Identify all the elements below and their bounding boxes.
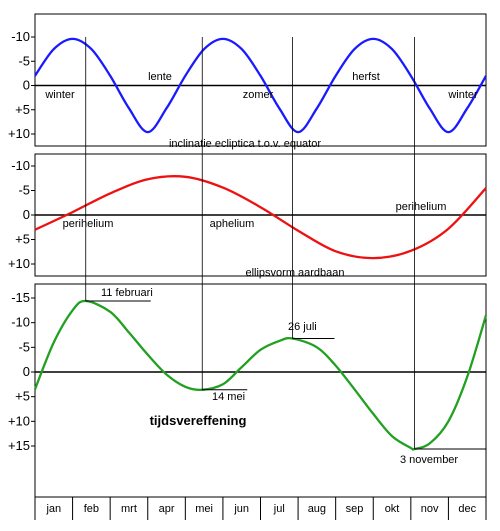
y-tick-label: +5 [15,232,30,247]
month-label: apr [159,503,175,515]
month-label: aug [308,503,326,515]
extreme-label: 3 november [400,454,458,466]
y-tick-label: -5 [18,339,30,354]
panel-title: inclinatie ecliptica t.o.v. equator [169,138,321,150]
season-label: winter [447,89,478,101]
month-label: mei [195,503,213,515]
extreme-label: 14 mei [212,391,245,403]
month-label: jul [273,503,285,515]
y-tick-label: -5 [18,183,30,198]
y-tick-label: 0 [23,364,30,379]
series-line [34,37,487,134]
season-label: herfst [352,71,380,83]
extreme-label: 26 juli [288,321,317,333]
y-tick-label: -10 [11,158,30,173]
panel-title: tijdsvereffening [150,413,247,428]
y-tick-label: +15 [8,438,30,453]
month-label: dec [458,503,476,515]
month-label: feb [84,503,99,515]
y-tick-label: +5 [15,389,30,404]
extreme-label: 11 februari [101,287,153,299]
y-tick-label: -10 [11,315,30,330]
panel-tijdsvereffening: -15 -10 -5 0 +5 +10 +15 tijdsvereffening 11 febr… [8,283,488,498]
month-label: sep [346,503,364,515]
panel-inclinatie: -10 -5 0 +5 +10 inclinatie ecliptica t.o.v. e… [8,13,487,150]
month-axis: jan feb mrt apr mei jun jul aug sep okt nov dec [34,496,487,520]
orbit-point-label: aphelium [210,218,255,230]
y-tick-label: 0 [23,78,30,93]
panel-title: ellipsvorm aardbaan [245,267,344,279]
month-label: jun [233,503,249,515]
y-tick-label: +10 [8,413,30,428]
reference-lines [85,37,415,449]
y-tick-label: +10 [8,126,30,141]
panel-aardbaan: -10 -5 0 +5 +10 ellipsvorm aardbaan perihelium… [8,153,487,279]
season-label: zomer [243,89,274,101]
season-label: winter [44,89,75,101]
orbit-point-label: perihelium [63,218,114,230]
month-label: okt [385,503,400,515]
y-tick-label: -5 [18,53,30,68]
y-tick-label: -10 [11,29,30,44]
month-label: jan [45,503,61,515]
series-line [34,175,487,260]
panel-frame [34,13,487,147]
y-tick-label: +5 [15,102,30,117]
y-tick-label: 0 [23,207,30,222]
month-label: nov [421,503,439,515]
y-tick-label: -15 [11,290,30,305]
season-label: lente [148,71,172,83]
y-tick-label: +10 [8,256,30,271]
series-line [33,299,488,451]
month-label: mrt [121,503,137,515]
orbit-point-label: perihelium [396,201,447,213]
